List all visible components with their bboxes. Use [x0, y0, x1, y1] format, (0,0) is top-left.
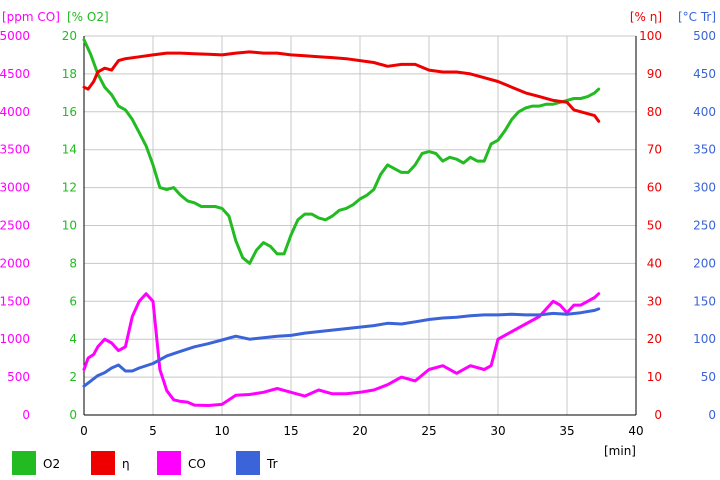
axis-title-eta: [% η] [630, 10, 662, 24]
y-tick-label-tr: 0 [708, 408, 716, 422]
legend-swatch-eta [91, 451, 115, 475]
y-tick-label-o2: 2 [69, 370, 77, 384]
y-tick-label-eta: 100 [639, 29, 662, 43]
legend-swatch-co [157, 451, 181, 475]
y-tick-label-co: 4000 [0, 105, 30, 119]
series-line-o2 [82, 38, 601, 265]
series-line-tr [82, 307, 601, 388]
y-tick-label-co: 2000 [0, 256, 30, 270]
y-tick-label-tr: 50 [701, 370, 716, 384]
y-tick-label-co: 500 [7, 370, 30, 384]
axis-title-o2: [% O2] [67, 10, 109, 24]
y-tick-label-o2: 4 [69, 332, 77, 346]
y-tick-label-co: 3000 [0, 181, 30, 195]
series-line-co [82, 292, 601, 407]
y-tick-label-o2: 8 [69, 256, 77, 270]
y-tick-label-eta: 10 [647, 370, 662, 384]
y-tick-label-tr: 150 [693, 294, 716, 308]
y-tick-label-tr: 250 [693, 219, 716, 233]
x-tick-label: 25 [421, 424, 436, 438]
x-tick-label: 30 [490, 424, 505, 438]
y-tick-label-o2: 14 [62, 143, 77, 157]
y-tick-label-tr: 400 [693, 105, 716, 119]
y-tick-label-tr: 300 [693, 181, 716, 195]
y-tick-label-eta: 40 [647, 256, 662, 270]
y-tick-label-eta: 20 [647, 332, 662, 346]
y-tick-label-o2: 16 [62, 105, 77, 119]
y-tick-label-eta: 50 [647, 219, 662, 233]
y-tick-label-co: 3500 [0, 143, 30, 157]
x-tick-label: 0 [80, 424, 88, 438]
series-lines [82, 38, 601, 407]
legend-label-eta: η [122, 457, 130, 471]
y-tick-label-eta: 30 [647, 294, 662, 308]
legend-label-o2: O2 [43, 457, 60, 471]
axis-title-tr: [°C Tr] [678, 10, 716, 24]
x-tick-label: 10 [214, 424, 229, 438]
y-tick-label-tr: 350 [693, 143, 716, 157]
tick-labels: 0 5 10 15 20 25 30 35 40050010001500200025003000… [0, 29, 716, 438]
axis-title-co: [ppm CO] [2, 10, 60, 24]
series-line-eta [82, 50, 601, 123]
y-tick-label-eta: 0 [654, 408, 662, 422]
y-tick-label-tr: 500 [693, 29, 716, 43]
y-tick-label-co: 0 [22, 408, 30, 422]
x-tick-label: 5 [149, 424, 157, 438]
y-tick-label-o2: 18 [62, 67, 77, 81]
legend-label-tr: Tr [266, 457, 278, 471]
y-tick-label-tr: 200 [693, 256, 716, 270]
y-tick-label-co: 1000 [0, 332, 30, 346]
y-tick-label-co: 5000 [0, 29, 30, 43]
y-tick-label-co: 2500 [0, 219, 30, 233]
y-tick-label-o2: 6 [69, 294, 77, 308]
y-tick-label-tr: 450 [693, 67, 716, 81]
y-tick-label-co: 4500 [0, 67, 30, 81]
legend-swatch-o2 [12, 451, 36, 475]
x-axis-title: [min] [604, 444, 636, 458]
x-tick-label: 15 [283, 424, 298, 438]
y-tick-label-eta: 70 [647, 143, 662, 157]
y-tick-label-eta: 90 [647, 67, 662, 81]
y-tick-label-eta: 60 [647, 181, 662, 195]
legend-label-co: CO [188, 457, 206, 471]
y-tick-label-eta: 80 [647, 105, 662, 119]
axis-titles: [min] [ppm CO] [% O2] [% η] [°C Tr] [2, 10, 716, 458]
x-tick-label: 20 [352, 424, 367, 438]
y-tick-label-o2: 20 [62, 29, 77, 43]
axis-lines [83, 36, 637, 416]
y-tick-label-co: 1500 [0, 294, 30, 308]
y-tick-label-o2: 10 [62, 219, 77, 233]
y-tick-label-o2: 12 [62, 181, 77, 195]
y-tick-label-tr: 100 [693, 332, 716, 346]
y-tick-label-o2: 0 [69, 408, 77, 422]
x-tick-label: 40 [628, 424, 643, 438]
grid [83, 35, 637, 416]
legend: O2 η CO Tr [12, 451, 278, 475]
legend-swatch-tr [236, 451, 260, 475]
x-tick-label: 35 [559, 424, 574, 438]
